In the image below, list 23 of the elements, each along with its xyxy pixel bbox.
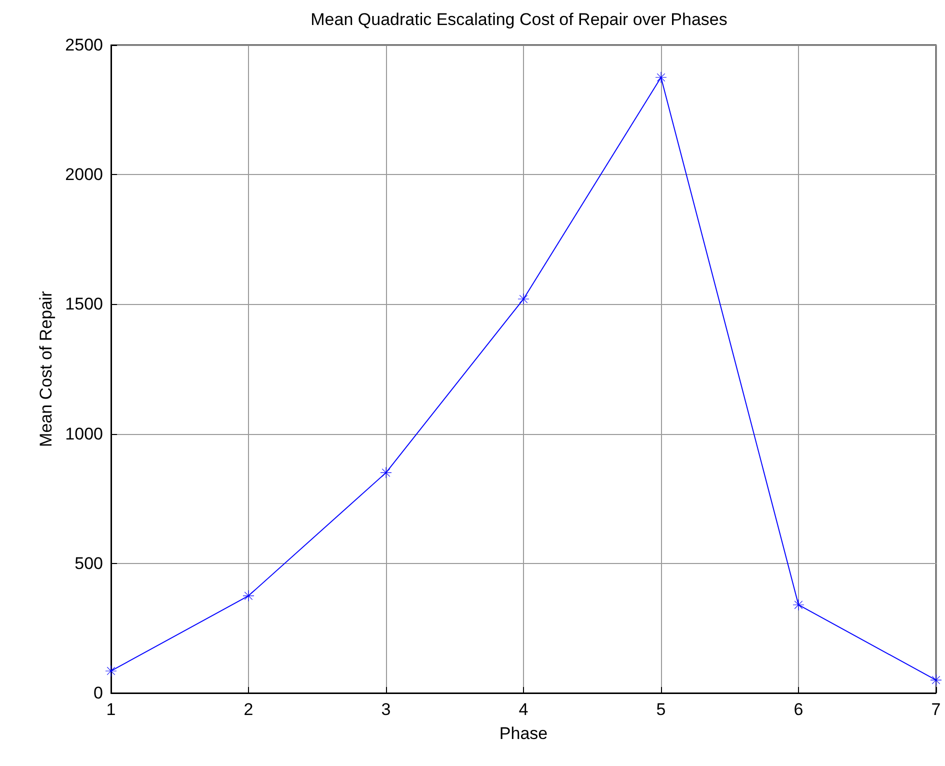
- point: [930, 674, 942, 686]
- y-tick-label: 2500: [65, 36, 103, 54]
- x-tick-label: 3: [381, 700, 391, 719]
- x-tick-label: 4: [518, 700, 528, 719]
- x-tick-label: 2: [244, 700, 254, 719]
- chart-title: Mean Quadratic Escalating Cost of Repair over Phases: [310, 10, 728, 29]
- y-tick-label: 1500: [65, 294, 103, 314]
- x-tick-label: 6: [794, 700, 804, 719]
- y-tick-label: 2000: [65, 165, 103, 184]
- point: [380, 467, 392, 478]
- x-tick-label: 5: [656, 700, 666, 719]
- y-tick-label: 0: [94, 684, 103, 702]
- x-tick-label: 7: [931, 700, 941, 719]
- x-tick-label: 1: [106, 700, 116, 719]
- point: [106, 665, 116, 676]
- point: [243, 590, 254, 602]
- y-axis-title: Mean Cost of Repair: [36, 290, 56, 447]
- point: [518, 294, 529, 305]
- point: [793, 599, 804, 610]
- y-tick-label: 1000: [65, 424, 103, 444]
- point: [656, 72, 666, 83]
- x-axis-title: Phase: [499, 724, 548, 743]
- y-tick-label: 500: [74, 554, 103, 573]
